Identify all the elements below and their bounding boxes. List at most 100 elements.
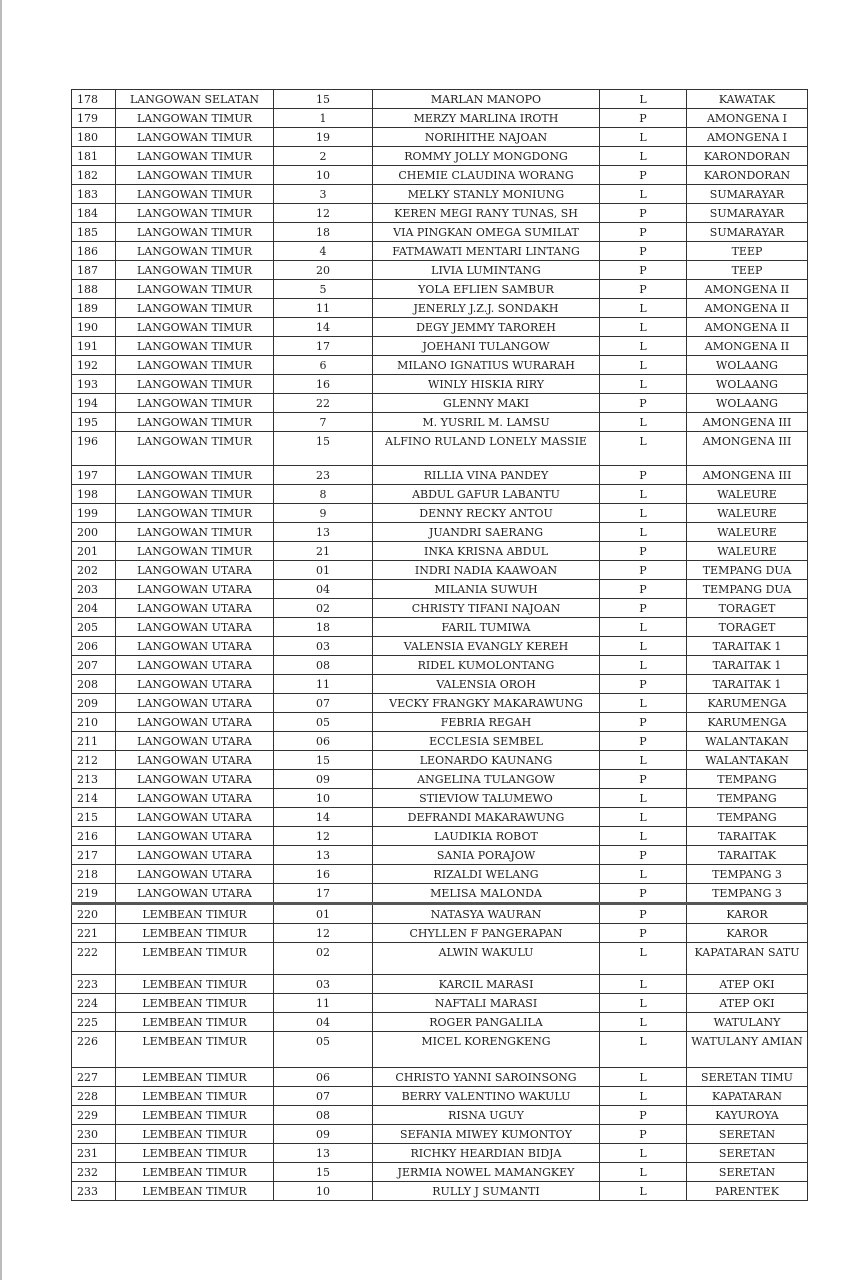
table-row: 200 LANGOWAN TIMUR 13 JUANDRI SAERANG L WALEU… [71,522,808,542]
name-cell: GLENNY MAKI [372,393,600,413]
name-cell: DEGY JEMMY TAROREH [372,317,600,337]
table-row: 192 LANGOWAN TIMUR 6 MILANO IGNATIUS WURARA… [71,355,808,375]
table-row: 214 LANGOWAN UTARA 10 STIEVIOW TALUMEWO L TEM… [71,788,808,808]
name-cell: JERMIA NOWEL MAMANGKEY [372,1162,600,1182]
village-cell: KAYUROYA [686,1105,808,1125]
district-cell: LEMBEAN TIMUR [115,942,274,975]
number-cell: 10 [273,1181,373,1201]
table-row: 194 LANGOWAN TIMUR 22 GLENNY MAKI P WOLAANG [71,393,808,413]
district-cell: LEMBEAN TIMUR [115,1067,274,1087]
district-cell: LANGOWAN TIMUR [115,298,274,318]
name-cell: RISNA UGUY [372,1105,600,1125]
table-row: 220 LEMBEAN TIMUR 01 NATASYA WAURAN P KAROR [71,902,808,924]
name-cell: RULLY J SUMANTI [372,1181,600,1201]
village-cell: AMONGENA III [686,412,808,432]
table-row: 210 LANGOWAN UTARA 05 FEBRIA REGAH P KARUMENG… [71,712,808,732]
row-number: 187 [71,260,116,280]
district-cell: LANGOWAN UTARA [115,826,274,846]
table-row: 195 LANGOWAN TIMUR 7 M. YUSRIL M. LAMSU L AMO… [71,412,808,432]
number-cell: 12 [273,203,373,223]
district-cell: LANGOWAN TIMUR [115,431,274,466]
district-cell: LANGOWAN TIMUR [115,503,274,523]
village-cell: TARAITAK 1 [686,655,808,675]
table-row: 206 LANGOWAN UTARA 03 VALENSIA EVANGLY KERE… [71,636,808,656]
gender-cell: L [599,317,687,337]
number-cell: 10 [273,788,373,808]
district-cell: LEMBEAN TIMUR [115,1162,274,1182]
village-cell: SERETAN TIMU [686,1067,808,1087]
row-number: 188 [71,279,116,299]
village-cell: KAWATAK [686,89,808,109]
number-cell: 5 [273,279,373,299]
gender-cell: P [599,465,687,485]
number-cell: 09 [273,769,373,789]
table-row: 187 LANGOWAN TIMUR 20 LIVIA LUMINTANG P TEEP [71,260,808,280]
name-cell: MELKY STANLY MONIUNG [372,184,600,204]
row-number: 216 [71,826,116,846]
table-row: 203 LANGOWAN UTARA 04 MILANIA SUWUH P TEMPANG… [71,579,808,599]
name-cell: DEFRANDI MAKARAWUNG [372,807,600,827]
number-cell: 6 [273,355,373,375]
village-cell: TEMPANG 3 [686,883,808,904]
village-cell: AMONGENA III [686,431,808,466]
village-cell: WALANTAKAN [686,731,808,751]
table-row: 189 LANGOWAN TIMUR 11 JENERLY J.Z.J. SONDAK… [71,298,808,318]
name-cell: VIA PINGKAN OMEGA SUMILAT [372,222,600,242]
district-cell: LANGOWAN TIMUR [115,465,274,485]
row-number: 230 [71,1124,116,1144]
district-cell: LANGOWAN TIMUR [115,146,274,166]
village-cell: AMONGENA I [686,108,808,128]
name-cell: INKA KRISNA ABDUL [372,541,600,561]
gender-cell: L [599,655,687,675]
number-cell: 7 [273,412,373,432]
gender-cell: P [599,279,687,299]
district-cell: LEMBEAN TIMUR [115,1181,274,1201]
table-row: 222 LEMBEAN TIMUR 02 ALWIN WAKULU L KAPATARAN… [71,942,808,975]
row-number: 186 [71,241,116,261]
district-cell: LANGOWAN TIMUR [115,184,274,204]
village-cell: KAROR [686,923,808,943]
village-cell: ATEP OKI [686,993,808,1013]
table-row: 205 LANGOWAN UTARA 18 FARIL TUMIWA L TORAGET [71,617,808,637]
row-number: 184 [71,203,116,223]
district-cell: LANGOWAN UTARA [115,655,274,675]
district-cell: LANGOWAN UTARA [115,674,274,694]
row-number: 224 [71,993,116,1013]
village-cell: SUMARAYAR [686,184,808,204]
number-cell: 10 [273,165,373,185]
table-row: 228 LEMBEAN TIMUR 07 BERRY VALENTINO WAKULU… [71,1086,808,1106]
table-row: 208 LANGOWAN UTARA 11 VALENSIA OROH P TARAITA… [71,674,808,694]
gender-cell: L [599,127,687,147]
district-cell: LANGOWAN UTARA [115,693,274,713]
name-cell: RIZALDI WELANG [372,864,600,884]
row-number: 198 [71,484,116,504]
district-cell: LEMBEAN TIMUR [115,902,274,924]
row-number: 207 [71,655,116,675]
district-cell: LANGOWAN TIMUR [115,393,274,413]
table-row: 224 LEMBEAN TIMUR 11 NAFTALI MARASI L ATEP OK… [71,993,808,1013]
table-row: 233 LEMBEAN TIMUR 10 RULLY J SUMANTI L PARENT… [71,1181,808,1201]
district-cell: LEMBEAN TIMUR [115,923,274,943]
gender-cell: P [599,731,687,751]
village-cell: KAPATARAN SATU [686,942,808,975]
row-number: 210 [71,712,116,732]
table-row: 197 LANGOWAN TIMUR 23 RILLIA VINA PANDEY P AM… [71,465,808,485]
name-cell: WINLY HISKIA RIRY [372,374,600,394]
table-row: 193 LANGOWAN TIMUR 16 WINLY HISKIA RIRY L WOL… [71,374,808,394]
village-cell: TEMPANG [686,769,808,789]
village-cell: WALEURE [686,522,808,542]
number-cell: 15 [273,431,373,466]
name-cell: MICEL KORENGKENG [372,1031,600,1068]
district-cell: LANGOWAN TIMUR [115,484,274,504]
name-cell: VECKY FRANGKY MAKARAWUNG [372,693,600,713]
table-row: 179 LANGOWAN TIMUR 1 MERZY MARLINA IROTH P AM… [71,108,808,128]
table-row: 207 LANGOWAN UTARA 08 RIDEL KUMOLONTANG L TAR… [71,655,808,675]
district-cell: LEMBEAN TIMUR [115,1012,274,1032]
row-number: 185 [71,222,116,242]
row-number: 214 [71,788,116,808]
number-cell: 07 [273,693,373,713]
name-cell: ABDUL GAFUR LABANTU [372,484,600,504]
number-cell: 3 [273,184,373,204]
name-cell: MERZY MARLINA IROTH [372,108,600,128]
number-cell: 18 [273,617,373,637]
